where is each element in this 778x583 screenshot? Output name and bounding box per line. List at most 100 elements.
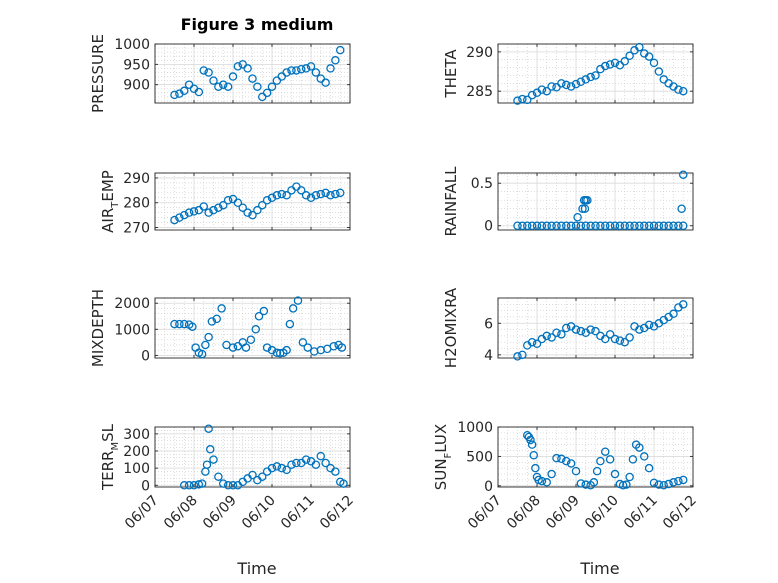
- data-point: [262, 196, 272, 205]
- data-point: [610, 334, 620, 344]
- figure-title: Figure 3 medium: [181, 15, 334, 34]
- data-point: [562, 80, 571, 90]
- data-point: [635, 42, 644, 52]
- data-point: [605, 455, 615, 464]
- data-point: [654, 221, 664, 230]
- data-point: [625, 472, 634, 482]
- data-point: [306, 62, 316, 71]
- data-point: [628, 455, 638, 464]
- data-point: [654, 480, 664, 489]
- data-point: [257, 92, 267, 102]
- data-point: [664, 221, 673, 230]
- data-point: [282, 191, 291, 200]
- data-point: [571, 221, 581, 230]
- data-point: [217, 304, 226, 313]
- data-point: [596, 456, 605, 466]
- data-point: [562, 456, 571, 466]
- data-point: [547, 469, 556, 479]
- data-point: [272, 348, 282, 358]
- data-point: [586, 221, 595, 230]
- data-point: [601, 447, 610, 456]
- y-axis-label: MIXDEPTH: [89, 289, 107, 367]
- data-point: [184, 80, 194, 89]
- subplot-rainfall: 0 0.5 RAINFALL: [442, 166, 694, 237]
- data-point: [615, 221, 625, 230]
- data-point: [285, 319, 295, 329]
- axes-box: [497, 297, 694, 359]
- data-point: [679, 170, 688, 179]
- data-point: [523, 95, 532, 105]
- data-point: [557, 330, 566, 339]
- data-point: [257, 200, 267, 210]
- data-series: [513, 170, 688, 230]
- data-point: [620, 57, 630, 66]
- y-axis-label: RAINFALL: [442, 166, 460, 237]
- data-point: [537, 476, 547, 486]
- data-point: [523, 221, 532, 230]
- data-point: [199, 202, 208, 211]
- data-point: [586, 72, 595, 82]
- data-point: [296, 64, 306, 74]
- data-point: [649, 221, 659, 230]
- x-axis-label-left: Time: [236, 559, 276, 578]
- data-point: [293, 296, 303, 305]
- data-point: [620, 221, 630, 230]
- data-point: [601, 61, 610, 71]
- data-point: [228, 343, 238, 352]
- data-point: [547, 82, 556, 91]
- data-point: [542, 331, 552, 341]
- data-point: [188, 322, 197, 331]
- data-point: [552, 221, 561, 230]
- data-point: [339, 479, 348, 488]
- data-point: [635, 325, 644, 334]
- data-point: [233, 62, 243, 71]
- data-point: [654, 67, 664, 76]
- data-point: [267, 463, 277, 473]
- data-point: [267, 193, 277, 203]
- data-point: [248, 210, 257, 220]
- data-series: [523, 430, 688, 490]
- axes-box: [154, 426, 351, 488]
- data-point: [625, 333, 634, 342]
- data-point: [527, 90, 537, 100]
- data-point: [664, 479, 673, 489]
- data-point: [296, 186, 306, 195]
- data-point: [253, 82, 262, 91]
- y-tick-label: 950: [123, 57, 150, 73]
- data-point: [576, 221, 586, 230]
- data-point: [518, 350, 527, 360]
- data-point: [189, 481, 199, 490]
- data-point: [674, 85, 683, 94]
- data-point: [189, 207, 199, 216]
- data-point: [179, 319, 189, 329]
- y-tick-label: 0: [484, 479, 493, 495]
- subplot-h2omixra: 4 6 H2OMIXRA: [442, 287, 694, 368]
- data-point: [644, 320, 654, 330]
- data-point: [542, 221, 552, 230]
- data-point: [576, 326, 586, 336]
- data-point: [659, 480, 669, 490]
- y-tick-label: 0: [141, 348, 150, 364]
- data-point: [605, 330, 615, 339]
- data-point: [282, 465, 291, 475]
- data-point: [277, 189, 286, 199]
- y-tick-label: 270: [123, 221, 150, 237]
- data-point: [571, 79, 581, 89]
- data-point: [644, 463, 654, 473]
- y-tick-label: 1000: [114, 322, 150, 338]
- y-tick-label: 280: [123, 196, 150, 212]
- axes-box: [154, 172, 351, 231]
- data-point: [248, 470, 257, 480]
- data-point: [218, 80, 228, 89]
- data-point: [275, 349, 285, 358]
- data-point: [674, 476, 683, 486]
- data-point: [610, 58, 620, 68]
- data-point: [669, 309, 678, 319]
- data-point: [321, 78, 330, 87]
- data-point: [659, 221, 669, 230]
- data-point: [292, 66, 301, 75]
- data-point: [571, 466, 581, 476]
- data-point: [547, 221, 556, 230]
- data-point: [576, 77, 586, 87]
- axes-box: [497, 43, 694, 104]
